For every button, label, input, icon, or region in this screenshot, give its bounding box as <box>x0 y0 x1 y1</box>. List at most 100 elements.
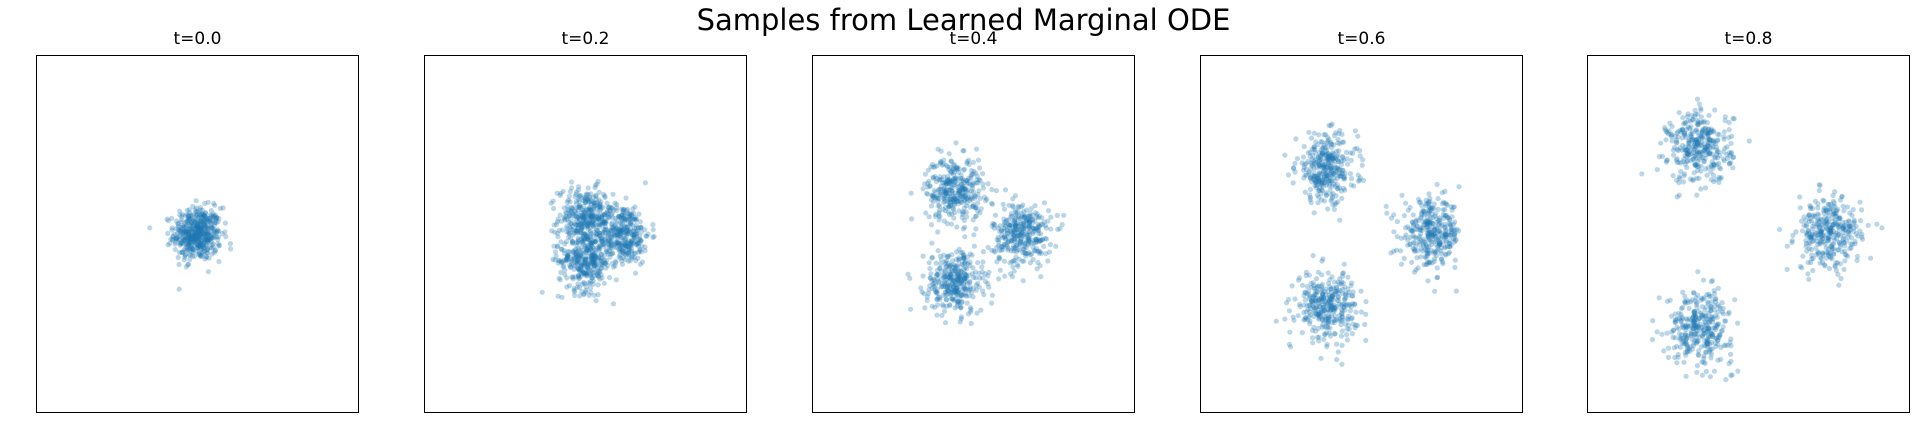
scatter-point <box>1828 229 1834 235</box>
scatter-point <box>960 226 966 232</box>
scatter-point <box>622 218 628 224</box>
scatter-point <box>1709 138 1715 144</box>
scatter-point <box>619 258 625 264</box>
scatter-point <box>625 217 631 223</box>
scatter-point <box>1663 157 1670 163</box>
scatter-point <box>1818 229 1824 235</box>
scatter-point <box>614 229 620 236</box>
scatter-point <box>1431 250 1437 257</box>
scatter-point <box>1703 314 1709 320</box>
scatter-point <box>1682 331 1688 337</box>
scatter-point <box>198 225 204 231</box>
scatter-point <box>1336 148 1342 154</box>
scatter-point <box>1335 279 1341 285</box>
scatter-point <box>1695 352 1701 358</box>
scatter-point <box>573 249 579 255</box>
scatter-point <box>188 233 194 239</box>
scatter-point <box>958 292 964 299</box>
scatter-point <box>1035 231 1042 237</box>
scatter-point <box>1323 180 1329 186</box>
scatter-point <box>989 247 995 253</box>
scatter-point <box>940 292 946 298</box>
scatter-point <box>1320 168 1327 174</box>
scatter-point <box>617 219 624 225</box>
scatter-point <box>1680 179 1686 185</box>
scatter-point <box>970 159 976 165</box>
scatter-point <box>1720 305 1726 311</box>
scatter-point <box>1699 127 1705 134</box>
scatter-point <box>596 197 602 203</box>
scatter-point <box>1339 171 1345 177</box>
scatter-point <box>199 242 205 248</box>
scatter-point <box>598 265 605 271</box>
scatter-point <box>593 222 599 228</box>
scatter-point <box>948 272 954 278</box>
scatter-point <box>962 192 968 198</box>
scatter-point <box>1321 173 1327 179</box>
scatter-point <box>1809 232 1815 238</box>
scatter-point <box>1038 250 1044 257</box>
scatter-point <box>1817 225 1823 231</box>
scatter-point <box>605 233 611 239</box>
scatter-point <box>1704 120 1710 126</box>
scatter-point <box>946 181 952 187</box>
scatter-point <box>608 228 614 234</box>
scatter-point <box>1654 329 1660 335</box>
scatter-point <box>955 264 961 270</box>
scatter-point <box>177 240 183 246</box>
scatter-point <box>1438 245 1444 251</box>
scatter-point <box>191 217 197 224</box>
scatter-point <box>1337 141 1343 147</box>
scatter-point <box>1014 227 1020 233</box>
scatter-point <box>586 212 592 218</box>
scatter-point <box>625 211 631 217</box>
scatter-point <box>1695 121 1701 128</box>
scatter-point <box>1313 311 1319 317</box>
scatter-point <box>1290 165 1297 171</box>
scatter-point <box>1328 152 1334 158</box>
scatter-point <box>602 194 608 201</box>
scatter-point <box>1318 296 1325 302</box>
scatter-point <box>1026 250 1032 256</box>
scatter-point <box>577 212 583 218</box>
scatter-point <box>204 234 210 240</box>
scatter-point <box>1356 177 1363 183</box>
scatter-point <box>197 218 203 225</box>
scatter-point <box>1009 230 1015 236</box>
scatter-point <box>1827 234 1833 240</box>
scatter-point <box>1320 292 1326 298</box>
scatter-point <box>195 215 201 221</box>
scatter-point <box>1443 252 1449 258</box>
scatter-point <box>1329 141 1335 147</box>
scatter-point <box>1696 139 1702 145</box>
scatter-point <box>1691 322 1698 328</box>
scatter-point <box>590 261 596 267</box>
scatter-point <box>953 292 959 298</box>
scatter-point <box>1691 340 1697 346</box>
scatter-point <box>968 306 974 313</box>
scatter-point <box>184 212 190 218</box>
scatter-point <box>1057 226 1063 232</box>
scatter-point <box>1423 243 1429 249</box>
scatter-point <box>1314 165 1320 171</box>
scatter-point <box>961 266 967 272</box>
scatter-point <box>946 187 952 193</box>
scatter-point <box>1448 224 1454 230</box>
scatter-point <box>1810 226 1816 232</box>
scatter-point <box>598 272 604 278</box>
scatter-point <box>606 248 613 254</box>
scatter-point <box>955 298 961 305</box>
scatter-point <box>1833 213 1839 219</box>
scatter-point <box>1695 140 1701 146</box>
scatter-point <box>1806 230 1812 236</box>
scatter-point <box>1682 299 1688 305</box>
scatter-point <box>951 202 958 208</box>
scatter-point <box>1346 326 1352 332</box>
scatter-point <box>1019 233 1026 239</box>
scatter-point <box>964 200 970 206</box>
scatter-point <box>1803 218 1809 224</box>
scatter-point <box>183 228 189 234</box>
scatter-point <box>962 260 968 266</box>
scatter-point <box>934 267 941 274</box>
scatter-point <box>1698 310 1704 316</box>
